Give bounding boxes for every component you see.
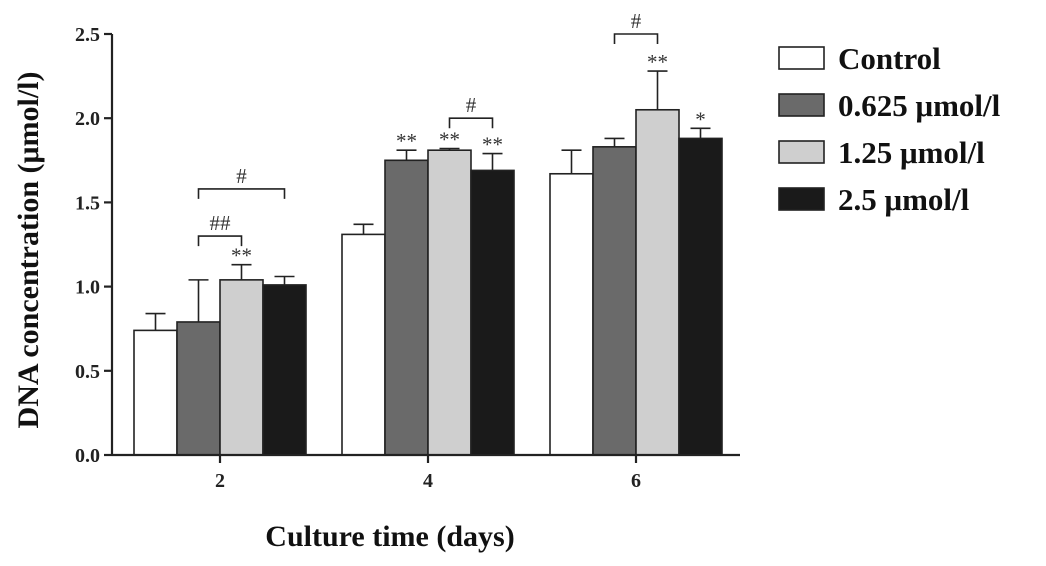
x-axis-title: Culture time (days)	[265, 520, 514, 553]
bar	[549, 172, 594, 456]
bar	[592, 146, 637, 456]
comparison-label: #	[631, 9, 642, 33]
significance-label: **	[396, 129, 417, 153]
x-tick-label: 2	[215, 470, 225, 492]
comparison-bracket	[197, 188, 286, 199]
bar	[470, 169, 515, 456]
significance-label: **	[231, 244, 252, 268]
legend-label: 2.5 μmol/l	[838, 182, 970, 217]
y-axis-title: DNA concentration (μmol/l)	[12, 72, 45, 429]
y-tick-label: 1.0	[75, 277, 100, 299]
y-tick-label: 0.0	[75, 445, 100, 467]
legend-swatch	[778, 46, 825, 70]
significance-label: **	[439, 128, 460, 152]
x-axis-ticks: 2 4 6	[215, 455, 641, 492]
legend-label: 0.625 μmol/l	[838, 88, 1001, 123]
bar	[341, 233, 386, 456]
bar	[427, 149, 472, 456]
bar	[678, 137, 723, 456]
y-axis-ticks: 0.0 0.5 1.0 1.5 2.0 2.5	[75, 24, 112, 467]
comparison-bracket	[448, 117, 494, 129]
comparison-label: #	[466, 93, 477, 117]
bar	[176, 321, 221, 456]
comparison-bracket	[613, 33, 659, 44]
bar	[262, 284, 307, 456]
significance-label: **	[647, 50, 668, 74]
bar	[635, 108, 680, 456]
bar	[219, 279, 264, 456]
significance-label: **	[482, 133, 503, 157]
x-tick-label: 4	[423, 470, 433, 492]
plot-area: ***********#####	[133, 9, 723, 456]
bar	[384, 159, 429, 456]
y-tick-label: 0.5	[75, 361, 100, 383]
y-tick-label: 2.5	[75, 24, 100, 46]
significance-label: *	[695, 107, 706, 131]
y-tick-label: 2.0	[75, 108, 100, 130]
bar	[133, 329, 178, 456]
x-tick-label: 6	[631, 470, 641, 492]
legend: Control 0.625 μmol/l 1.25 μmol/l 2.5 μmol/l	[778, 41, 1001, 217]
comparison-label: ##	[210, 211, 232, 235]
y-tick-label: 1.5	[75, 192, 100, 214]
legend-label: 1.25 μmol/l	[838, 135, 985, 170]
legend-swatch	[778, 93, 825, 117]
comparison-bracket	[197, 235, 243, 247]
legend-swatch	[778, 187, 825, 211]
legend-swatch	[778, 140, 825, 164]
legend-label: Control	[838, 41, 941, 76]
comparison-label: #	[236, 164, 247, 188]
